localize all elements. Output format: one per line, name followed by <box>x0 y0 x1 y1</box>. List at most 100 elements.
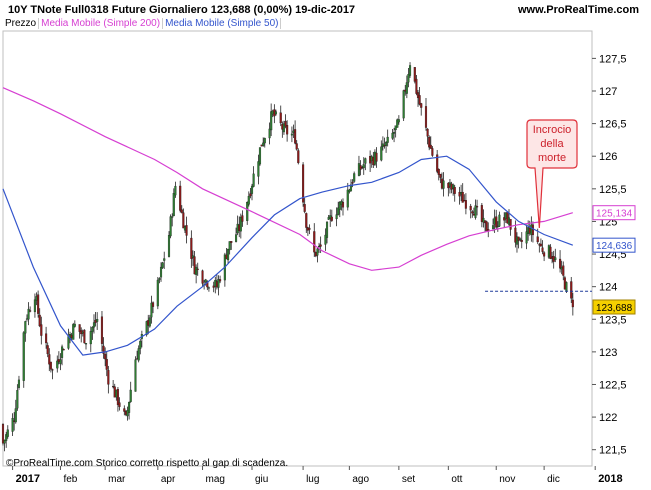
chart-title: 10Y TNote Full0318 Future Giornaliero 12… <box>8 4 356 16</box>
x-tick-label: nov <box>499 474 515 485</box>
candle <box>338 201 341 218</box>
candle <box>40 316 43 345</box>
candle <box>62 348 65 351</box>
candle <box>6 425 9 439</box>
candle <box>405 75 408 99</box>
candle <box>258 147 262 166</box>
candle <box>5 431 8 448</box>
candle <box>305 212 308 233</box>
candle <box>22 331 25 388</box>
candle <box>308 224 311 235</box>
candle <box>509 219 512 236</box>
candle <box>394 125 397 138</box>
candle <box>420 102 423 116</box>
candle <box>193 250 196 275</box>
candle <box>476 199 479 216</box>
candle <box>150 295 153 324</box>
candle <box>45 326 48 349</box>
legend-ma200[interactable]: Media Mobile (Simple 200) <box>39 18 164 29</box>
candle <box>148 314 151 328</box>
candle <box>96 312 99 330</box>
svg-text:124,636: 124,636 <box>596 241 633 252</box>
candle <box>482 209 485 228</box>
x-tick-label: ago <box>352 474 369 485</box>
candle <box>105 351 108 377</box>
annotation-callout <box>526 119 578 229</box>
candle <box>442 172 445 197</box>
candle <box>196 262 199 276</box>
ma50-value-tag: 124,636 <box>592 237 636 253</box>
candle <box>3 439 6 452</box>
candle <box>353 171 356 183</box>
candle <box>227 248 230 265</box>
candle <box>29 306 32 313</box>
x-tick-label: giu <box>255 474 268 485</box>
candle <box>426 128 429 145</box>
candle <box>262 137 265 147</box>
annotation-text: della <box>540 138 564 150</box>
candle <box>396 118 399 128</box>
y-tick-label: 126 <box>599 151 617 163</box>
annotation-text: morte <box>538 152 566 164</box>
candle <box>337 201 340 216</box>
candle <box>559 250 562 273</box>
candle <box>453 184 456 202</box>
candle <box>294 120 297 145</box>
candle <box>346 182 349 211</box>
candle <box>324 228 327 251</box>
y-tick-label: 126,5 <box>599 119 627 131</box>
x-tick-label: mag <box>206 474 225 485</box>
moving-averages <box>2 87 592 356</box>
candle <box>59 353 62 371</box>
candle <box>247 191 250 207</box>
candle <box>16 384 19 411</box>
candle <box>295 140 298 151</box>
candle <box>284 114 287 129</box>
candle <box>123 405 126 416</box>
legend-price[interactable]: Prezzo <box>3 18 40 29</box>
candle <box>38 308 41 328</box>
candle <box>129 381 132 403</box>
y-tick-label: 127 <box>599 86 617 98</box>
candle <box>195 264 198 284</box>
candle <box>37 290 40 318</box>
candle <box>33 293 36 318</box>
candle <box>330 209 333 222</box>
candle <box>461 183 464 203</box>
candle <box>84 343 88 350</box>
footer-note: ©ProRealTime.com Storico corretto rispet… <box>6 458 289 469</box>
candle <box>241 210 244 227</box>
svg-text:125,134: 125,134 <box>596 209 633 220</box>
candle <box>549 244 552 260</box>
candle <box>83 329 86 344</box>
candle <box>201 269 204 287</box>
candle <box>252 166 255 188</box>
x-tick-label: apr <box>161 474 176 485</box>
candle <box>228 241 231 255</box>
candle <box>234 227 238 243</box>
candle <box>415 75 418 96</box>
candle <box>182 208 185 229</box>
candle <box>167 231 171 258</box>
candle <box>24 320 27 342</box>
x-tick-label: set <box>402 474 416 485</box>
candle <box>391 128 394 140</box>
candle <box>554 248 557 263</box>
candle <box>282 120 285 135</box>
candle <box>249 187 252 199</box>
last-price-tag: 123,688 <box>592 299 636 315</box>
x-tick-label: 2017 <box>16 473 40 485</box>
y-tick-label: 122,5 <box>599 379 627 391</box>
candle <box>169 214 172 239</box>
candle <box>341 198 345 216</box>
candle <box>116 387 119 412</box>
site-link[interactable]: www.ProRealTime.com <box>517 4 639 16</box>
candle <box>89 326 92 353</box>
candle <box>139 338 142 355</box>
candle <box>274 109 278 116</box>
candle <box>100 310 104 352</box>
legend-ma50[interactable]: Media Mobile (Simple 50) <box>163 18 282 29</box>
candle <box>51 368 54 380</box>
candle <box>61 344 64 366</box>
